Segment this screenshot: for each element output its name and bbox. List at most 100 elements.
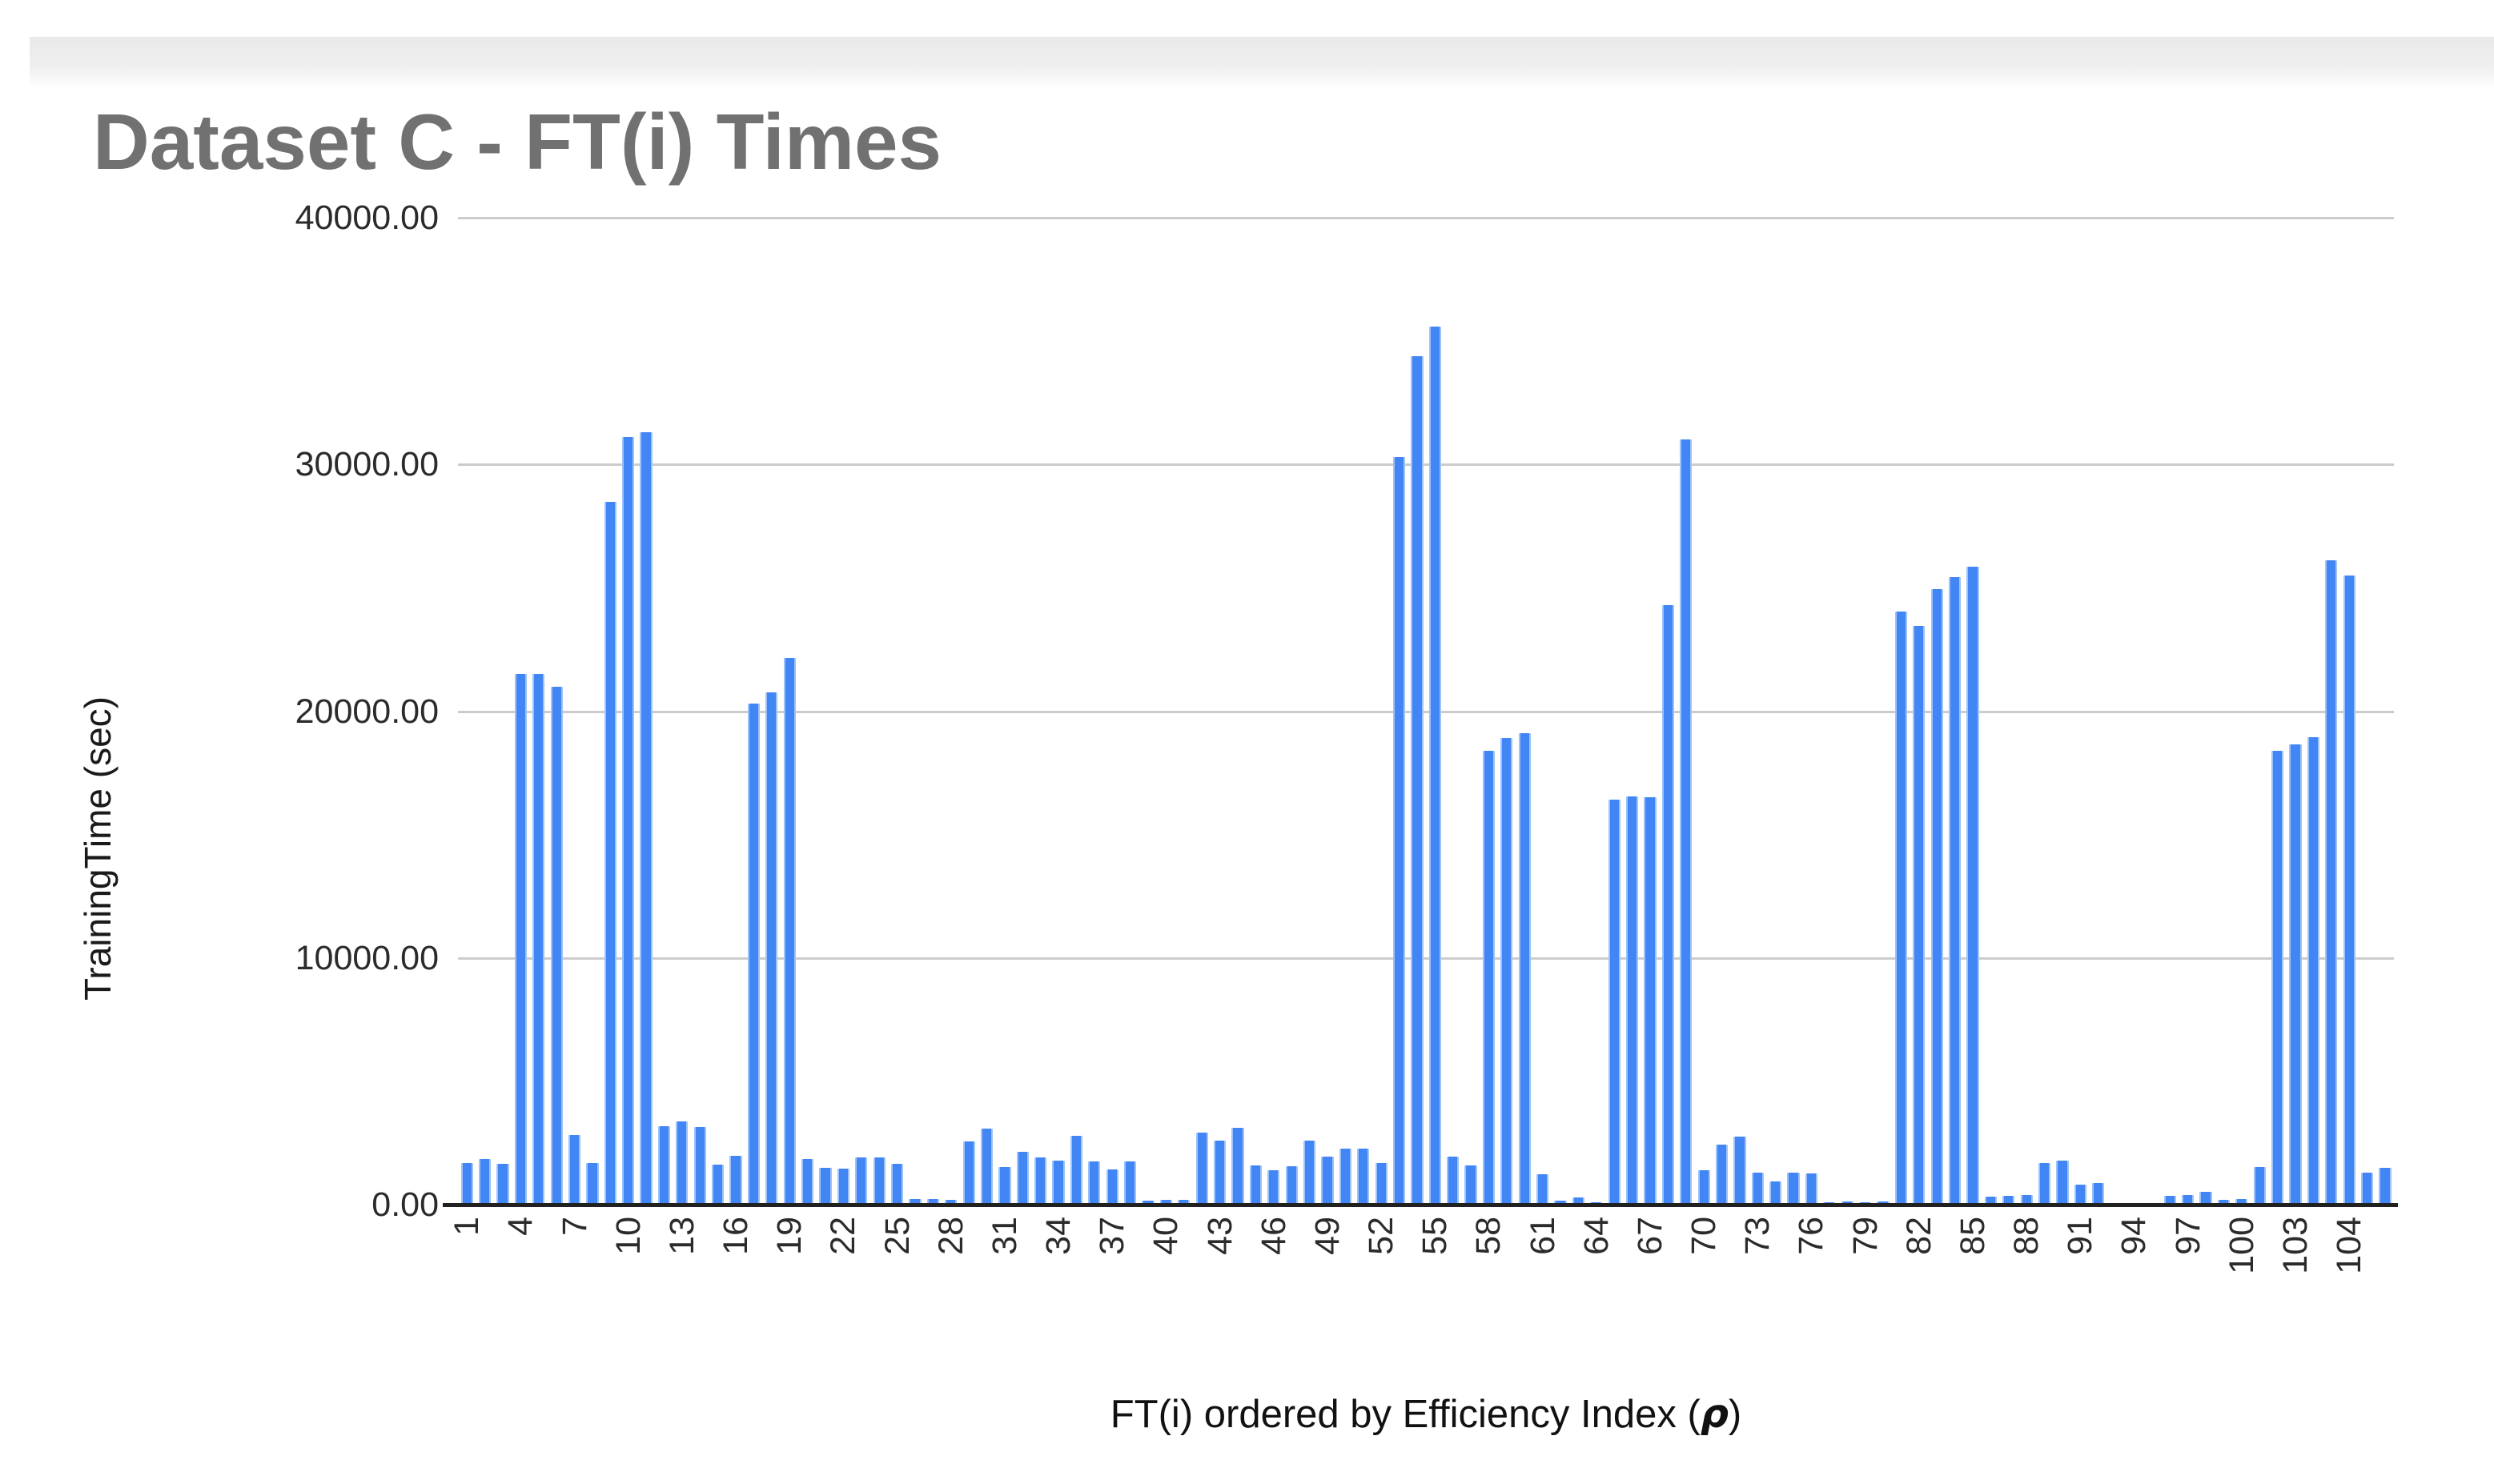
bar[interactable] [765, 692, 778, 1205]
bar[interactable] [998, 1166, 1011, 1205]
bar[interactable] [2074, 1185, 2086, 1205]
bar[interactable] [496, 1163, 509, 1205]
bar[interactable] [1482, 750, 1496, 1205]
bar[interactable] [1894, 611, 1908, 1205]
bar[interactable] [1661, 604, 1674, 1205]
bar[interactable] [1930, 588, 1943, 1205]
bar[interactable] [890, 1163, 904, 1205]
bar[interactable] [1303, 1140, 1316, 1205]
bar[interactable] [1159, 1200, 1173, 1205]
bar[interactable] [1016, 1151, 1029, 1205]
bar[interactable] [1375, 1162, 1388, 1205]
bar[interactable] [1285, 1166, 1298, 1205]
bar[interactable] [1195, 1133, 1208, 1205]
bar[interactable] [2379, 1167, 2392, 1205]
bar[interactable] [783, 658, 796, 1205]
bar[interactable] [1680, 439, 1693, 1205]
bar[interactable] [2038, 1163, 2051, 1205]
bar[interactable] [586, 1162, 599, 1205]
bar[interactable] [657, 1125, 671, 1205]
bar[interactable] [1787, 1172, 1800, 1205]
bar[interactable] [1733, 1136, 1746, 1205]
bar[interactable] [1034, 1157, 1047, 1205]
bar[interactable] [1518, 733, 1531, 1205]
bar[interactable] [1213, 1140, 1227, 1205]
bar[interactable] [2325, 560, 2338, 1205]
bar[interactable] [2182, 1195, 2195, 1205]
bar[interactable] [1142, 1201, 1155, 1205]
bar[interactable] [729, 1155, 742, 1205]
bar[interactable] [1966, 567, 1979, 1205]
bar[interactable] [1984, 1197, 1997, 1205]
bar[interactable] [1428, 326, 1441, 1205]
bar[interactable] [460, 1162, 473, 1205]
bar[interactable] [1769, 1181, 1782, 1205]
bar[interactable] [622, 437, 635, 1205]
bar[interactable] [2289, 744, 2302, 1205]
bar[interactable] [2360, 1172, 2374, 1205]
bar[interactable] [1088, 1161, 1101, 1205]
bar[interactable] [2163, 1196, 2176, 1205]
bar[interactable] [1572, 1197, 1585, 1205]
bar[interactable] [2235, 1199, 2248, 1205]
bar[interactable] [1554, 1201, 1567, 1205]
bar[interactable] [2056, 1160, 2069, 1205]
bar[interactable] [1106, 1169, 1118, 1205]
bar[interactable] [1411, 355, 1424, 1205]
bar[interactable] [604, 501, 616, 1205]
bar[interactable] [478, 1158, 492, 1205]
bar[interactable] [819, 1167, 832, 1205]
bar[interactable] [2307, 736, 2320, 1205]
bar[interactable] [962, 1141, 975, 1205]
bar[interactable] [693, 1126, 706, 1205]
bar[interactable] [2343, 575, 2355, 1205]
bar[interactable] [1464, 1165, 1477, 1205]
bar[interactable] [1715, 1145, 1729, 1205]
bar[interactable] [2271, 750, 2284, 1205]
bar[interactable] [1321, 1156, 1334, 1205]
bar[interactable] [2253, 1167, 2266, 1205]
bar[interactable] [550, 686, 563, 1205]
bar[interactable] [1625, 796, 1639, 1205]
bar[interactable] [837, 1168, 849, 1205]
bar[interactable] [1447, 1156, 1460, 1205]
bar[interactable] [640, 432, 653, 1205]
bar[interactable] [945, 1199, 958, 1205]
bar[interactable] [1949, 576, 1962, 1205]
bar[interactable] [2199, 1192, 2212, 1205]
bar[interactable] [909, 1199, 922, 1205]
bar[interactable] [2002, 1196, 2015, 1205]
bar[interactable] [1249, 1165, 1262, 1205]
bar[interactable] [1070, 1136, 1083, 1205]
bar[interactable] [801, 1158, 814, 1205]
bar[interactable] [1178, 1200, 1191, 1205]
bar[interactable] [1697, 1169, 1710, 1205]
bar[interactable] [1536, 1173, 1549, 1205]
bar[interactable] [2217, 1199, 2231, 1205]
bar[interactable] [1913, 626, 1926, 1205]
bar[interactable] [747, 704, 761, 1205]
bar[interactable] [855, 1157, 868, 1205]
bar[interactable] [1608, 800, 1620, 1205]
bar[interactable] [2020, 1195, 2033, 1205]
bar[interactable] [1805, 1173, 1818, 1205]
bar[interactable] [980, 1129, 994, 1205]
bar[interactable] [712, 1164, 725, 1205]
bar[interactable] [1231, 1128, 1244, 1205]
bar[interactable] [926, 1199, 939, 1205]
bar[interactable] [1751, 1172, 1764, 1205]
bar[interactable] [1339, 1149, 1351, 1205]
bar[interactable] [1124, 1161, 1137, 1205]
bar[interactable] [873, 1157, 886, 1205]
bar[interactable] [1500, 738, 1513, 1205]
bar[interactable] [676, 1121, 689, 1205]
bar[interactable] [532, 674, 545, 1205]
bar[interactable] [568, 1134, 581, 1205]
bar[interactable] [1052, 1161, 1065, 1205]
bar[interactable] [514, 674, 527, 1205]
bar[interactable] [1357, 1149, 1370, 1205]
bar[interactable] [1267, 1169, 1280, 1205]
bar[interactable] [1644, 797, 1657, 1205]
bar[interactable] [1392, 457, 1406, 1205]
bar[interactable] [2092, 1183, 2105, 1205]
